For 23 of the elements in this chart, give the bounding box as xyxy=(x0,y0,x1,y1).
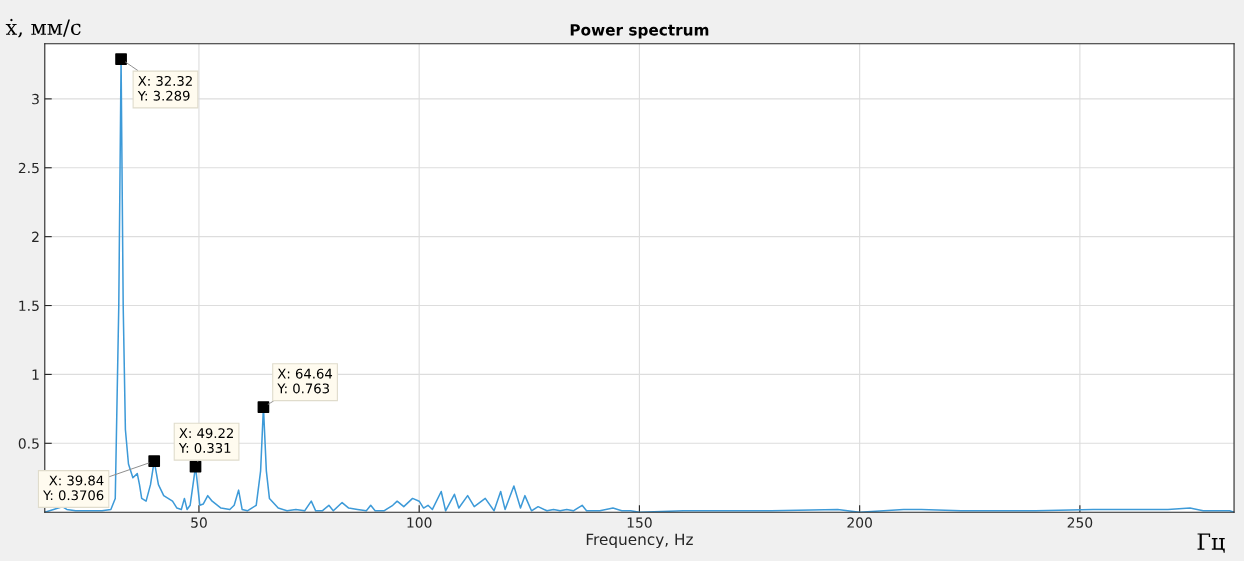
point xyxy=(257,401,270,413)
point xyxy=(189,460,202,473)
x-tick-label: 200 xyxy=(847,517,872,528)
y-tick-label: 1.5 xyxy=(19,300,39,311)
y-tick-label: 2.5 xyxy=(18,162,39,174)
y-tick-label: 1 xyxy=(32,369,39,380)
x-tick-label: 250 xyxy=(1067,517,1093,528)
y-tick-label: 0.5 xyxy=(18,438,39,449)
annotation: X: 32.32 Y: 3.289 xyxy=(137,75,192,101)
annotation: X: 39.84 Y: 0.3706 xyxy=(43,475,104,501)
y-axis-title: ẋ, мм/с xyxy=(5,18,81,38)
point xyxy=(148,455,161,467)
point xyxy=(115,53,127,65)
y-tick-label: 3 xyxy=(32,93,39,105)
chart-title: Power spectrum xyxy=(570,24,709,39)
x-tick-label: 150 xyxy=(627,517,652,528)
annotation: X: 49.22 Y: 0.331 xyxy=(178,428,233,453)
x-tick-label: 100 xyxy=(407,517,432,528)
x-axis-title: Frequency, Hz xyxy=(586,533,693,549)
text: Гц xyxy=(1197,533,1225,553)
x-tick-label: 50 xyxy=(191,517,207,528)
annotation: X: 64.64 Y: 0.763 xyxy=(277,368,333,394)
y-tick-label: 2 xyxy=(32,231,39,242)
